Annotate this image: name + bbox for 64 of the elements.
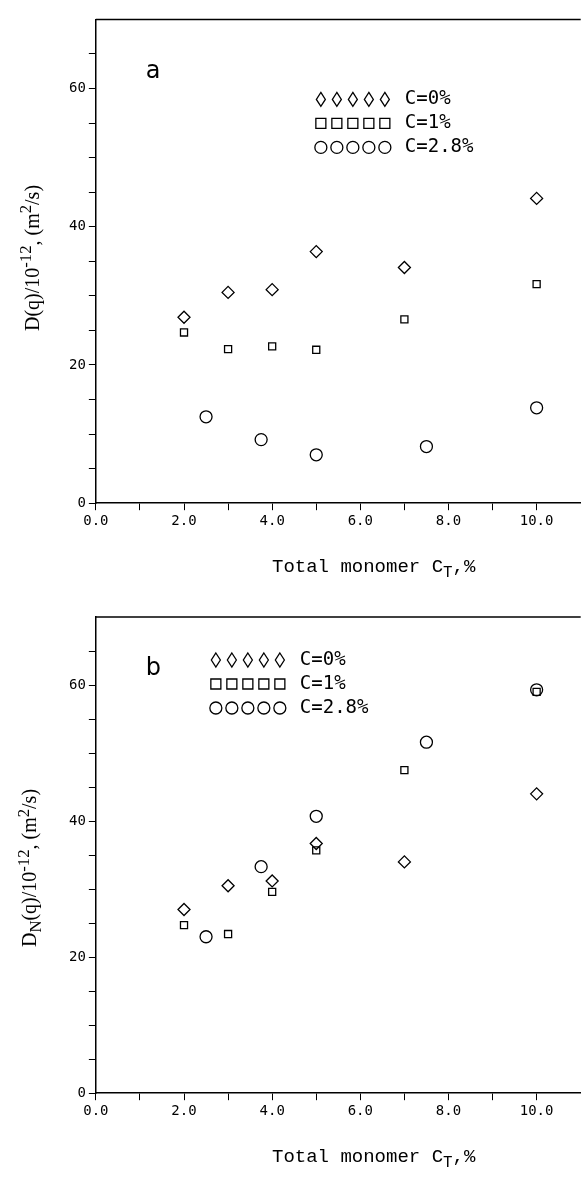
point <box>400 765 409 775</box>
point <box>254 860 268 874</box>
point <box>532 687 541 697</box>
x-tick-label: 0.0 <box>83 512 109 529</box>
point <box>221 879 235 893</box>
point <box>532 279 541 289</box>
legend-label: C=2.8% <box>299 694 370 717</box>
point <box>199 410 213 424</box>
x-tick-label: 0.0 <box>83 1102 109 1119</box>
point <box>309 244 323 259</box>
y-tick-label: 0 <box>77 493 86 510</box>
point <box>397 855 412 869</box>
legend-label: C=1% <box>299 670 347 693</box>
y-tick-label: 0 <box>77 1083 86 1100</box>
point <box>419 735 434 749</box>
point <box>254 432 268 447</box>
point <box>529 191 544 206</box>
point <box>179 920 189 930</box>
point <box>529 401 544 415</box>
point <box>223 344 233 354</box>
point <box>265 282 279 297</box>
x-tick-label: 4.0 <box>259 512 285 529</box>
y-tick-label: 40 <box>69 811 86 828</box>
point <box>267 342 277 351</box>
point <box>312 846 321 855</box>
annotation: a <box>145 55 161 84</box>
legend-label: C=2.8% <box>404 134 475 157</box>
point <box>179 328 189 337</box>
point <box>309 448 323 462</box>
point <box>199 930 213 944</box>
x-tick-label: 10.0 <box>519 1102 554 1119</box>
point <box>177 310 191 324</box>
legend-label: C=1% <box>404 110 452 133</box>
y-tick-label: 40 <box>69 217 86 234</box>
y-tick-label: 20 <box>69 355 86 372</box>
point <box>221 285 235 300</box>
point <box>397 260 412 275</box>
x-tick-label: 4.0 <box>259 1102 285 1119</box>
point <box>309 809 323 823</box>
point <box>267 887 277 897</box>
x-tick-label: 6.0 <box>347 1102 373 1119</box>
x-tick-label: 2.0 <box>171 512 197 529</box>
point <box>309 836 323 851</box>
point <box>400 315 409 324</box>
point <box>223 929 233 939</box>
y-tick-label: 60 <box>69 79 86 96</box>
point <box>177 902 191 917</box>
x-tick-label: 8.0 <box>435 512 462 529</box>
annotation: b <box>145 653 162 682</box>
y-tick-label: 20 <box>69 947 86 964</box>
point <box>419 439 434 454</box>
legend-label: C=0% <box>299 646 347 669</box>
point <box>312 345 321 354</box>
x-tick-label: 10.0 <box>519 512 554 529</box>
x-tick-label: 6.0 <box>347 512 373 529</box>
x-axis-title: Total monomer C$_{T}$,% <box>272 1146 476 1172</box>
point <box>529 787 544 801</box>
point <box>265 874 279 888</box>
legend-label: C=0% <box>404 86 452 109</box>
y-tick-label: 60 <box>69 675 86 692</box>
point <box>529 683 544 697</box>
x-tick-label: 2.0 <box>171 1102 197 1119</box>
x-axis-title: Total monomer C$_{T}$,% <box>272 556 476 582</box>
x-tick-label: 8.0 <box>435 1102 462 1119</box>
